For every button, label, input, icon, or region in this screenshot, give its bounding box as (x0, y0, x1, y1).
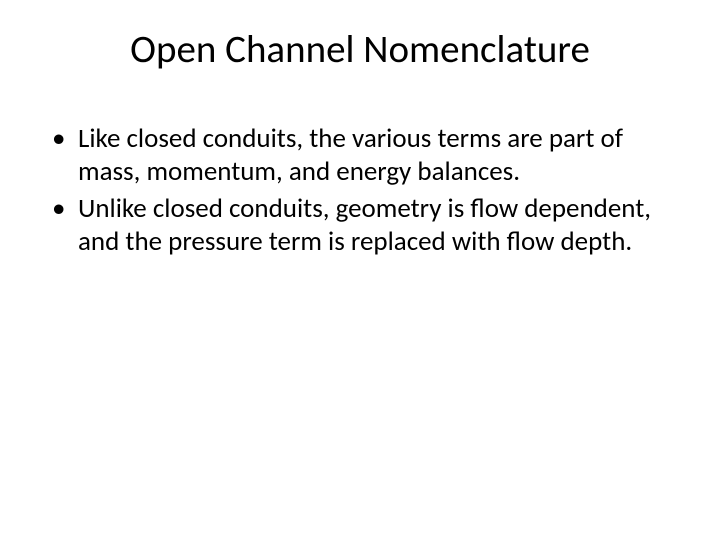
bullet-item: Like closed conduits, the various terms … (50, 123, 670, 189)
slide-content: Like closed conduits, the various terms … (0, 93, 720, 259)
bullet-item: Unlike closed conduits, geometry is flow… (50, 193, 670, 259)
slide: Open Channel Nomenclature Like closed co… (0, 0, 720, 540)
bullet-list: Like closed conduits, the various terms … (50, 123, 670, 259)
slide-title: Open Channel Nomenclature (0, 0, 720, 93)
